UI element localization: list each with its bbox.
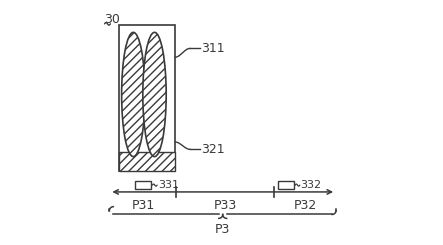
Ellipse shape [122, 32, 145, 157]
Bar [119, 152, 175, 171]
Text: 331: 331 [158, 180, 179, 190]
Bar [135, 181, 152, 189]
Text: 332: 332 [300, 180, 322, 190]
Ellipse shape [122, 32, 145, 157]
Text: P32: P32 [293, 199, 317, 212]
Ellipse shape [143, 32, 166, 157]
Text: P33: P33 [214, 199, 237, 212]
Ellipse shape [143, 32, 166, 157]
Text: 311: 311 [201, 42, 225, 55]
Text: P31: P31 [131, 199, 155, 212]
Text: P3: P3 [215, 223, 230, 236]
Text: 321: 321 [201, 143, 225, 156]
Bar [278, 181, 294, 189]
Text: 30: 30 [105, 13, 120, 26]
Bar [119, 25, 175, 171]
